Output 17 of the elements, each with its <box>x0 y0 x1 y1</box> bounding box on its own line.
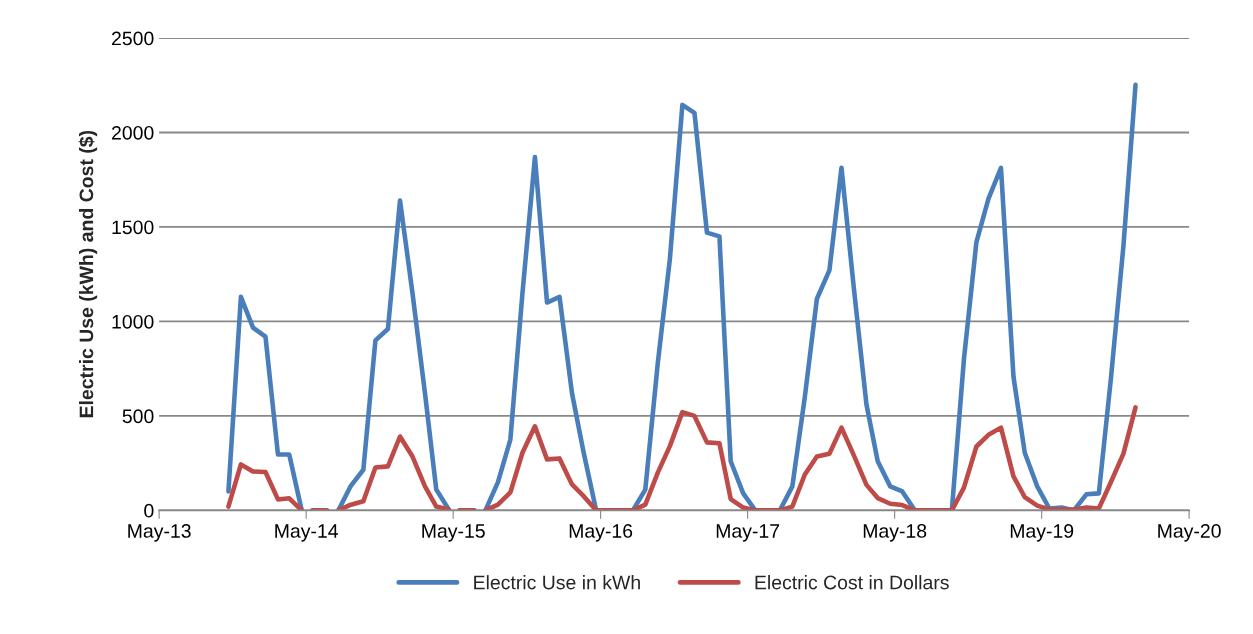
legend-label: Electric Use in kWh <box>474 575 640 590</box>
x-tick-label: May-19 <box>1010 524 1074 542</box>
y-tick-label: 500 <box>122 409 154 424</box>
x-tick-label: May-18 <box>863 524 927 542</box>
x-tick-label: May-15 <box>422 524 485 542</box>
y-tick-label: 2500 <box>112 31 154 46</box>
y-tick-label: 0 <box>144 503 154 518</box>
x-tick-label: May-20 <box>1158 524 1221 542</box>
y-tick-label: 1500 <box>112 220 154 235</box>
x-tick-label: May-16 <box>569 524 633 542</box>
y-axis-title: Electric Use (kWh) and Cost ($) <box>78 130 98 418</box>
x-tick-label: May-17 <box>716 524 780 542</box>
y-tick-label: 1000 <box>112 314 154 329</box>
y-tick-label: 2000 <box>112 125 154 140</box>
x-tick-label: May-14 <box>275 524 339 542</box>
x-tick-label: May-13 <box>128 524 191 542</box>
legend-label: Electric Cost in Dollars <box>755 575 949 590</box>
